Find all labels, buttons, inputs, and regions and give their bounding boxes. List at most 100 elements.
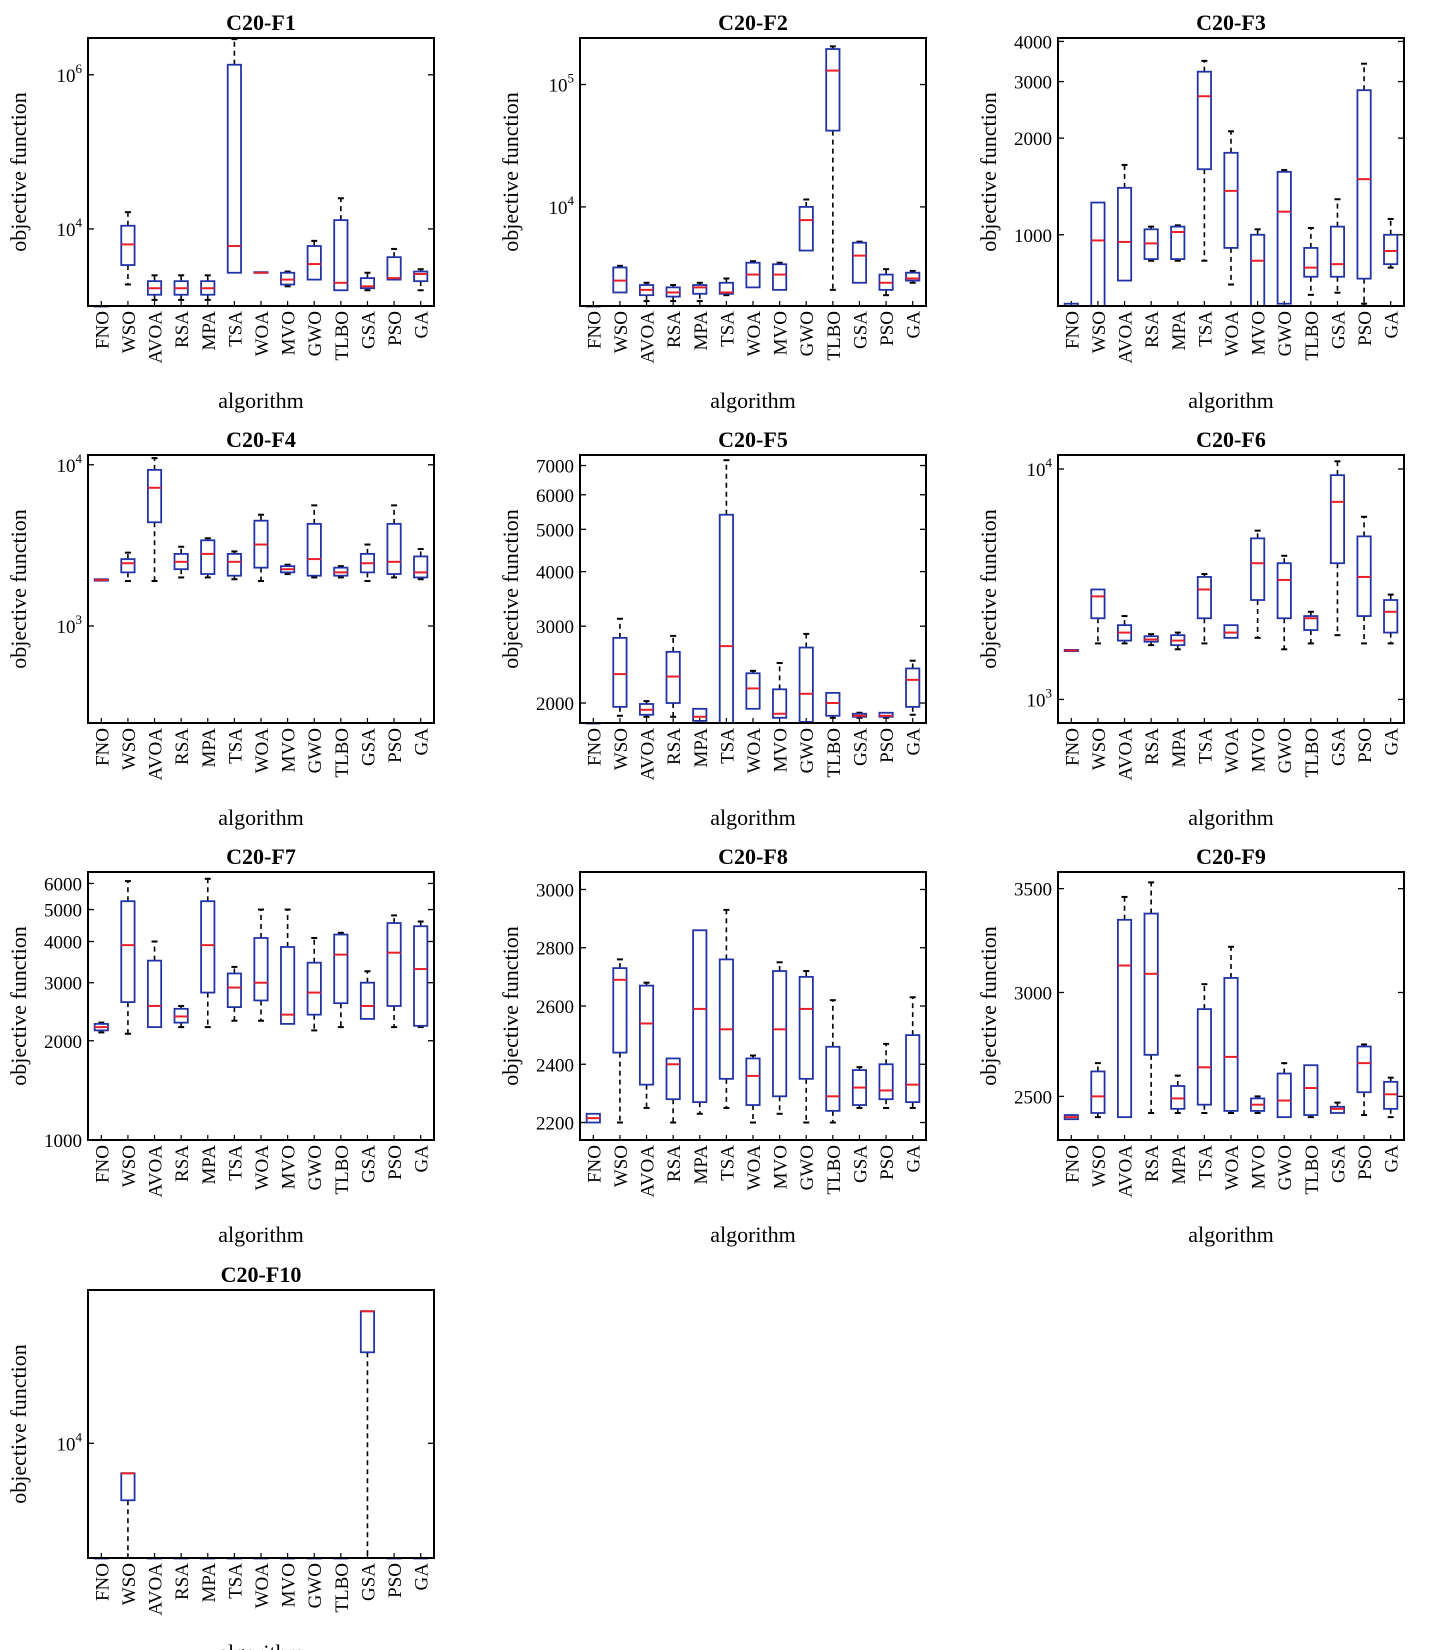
box-PSO <box>878 711 894 719</box>
x-axis-label: algorithm <box>710 805 796 830</box>
x-axis-label: algorithm <box>218 1222 304 1247</box>
x-tick-label: PSO <box>1355 311 1376 346</box>
box-iqr <box>226 552 242 577</box>
box-WOA <box>253 908 269 1022</box>
box-WSO <box>612 958 628 1124</box>
box-iqr <box>1170 1085 1186 1110</box>
box-iqr <box>120 1472 136 1502</box>
box-AVOA <box>146 457 163 583</box>
box-iqr <box>612 636 628 708</box>
x-tick-label: GWO <box>1275 728 1296 773</box>
box-GA <box>1383 593 1399 645</box>
x-tick-label: WOA <box>252 311 273 357</box>
box-MVO <box>772 662 788 719</box>
y-tick-exponent: 4 <box>76 215 83 230</box>
box-GSA <box>1329 460 1346 637</box>
box-MVO <box>280 908 296 1025</box>
plot-frame <box>87 454 435 724</box>
x-tick-label: GWO <box>305 1145 326 1190</box>
y-tick-label: 3000 <box>1014 73 1052 94</box>
x-tick-label: PSO <box>877 728 898 763</box>
x-tick-label: TLBO <box>332 728 353 778</box>
box-GA <box>1383 217 1399 269</box>
chart-panel-7: C20-F7 objective function algorithm 1000 200… <box>6 844 435 1247</box>
x-tick-label: FNO <box>584 728 605 766</box>
y-tick-label: 3000 <box>44 974 82 995</box>
y-tick-base: 10 <box>549 198 568 219</box>
box-iqr <box>718 513 734 724</box>
y-tick-base: 10 <box>1027 460 1046 481</box>
x-tick-label: MVO <box>771 311 792 355</box>
box-GA <box>413 268 429 292</box>
y-tick-base: 10 <box>549 76 568 97</box>
x-tick-label: GA <box>412 311 433 339</box>
x-tick-label: FNO <box>92 1145 113 1183</box>
y-axis-label: objective function <box>976 92 1001 251</box>
x-tick-label: WSO <box>611 311 632 353</box>
box-TLBO <box>825 691 841 719</box>
box-GSA <box>1329 198 1346 294</box>
y-tick-label: 2500 <box>1014 1087 1052 1108</box>
x-tick-label: WOA <box>252 1563 273 1609</box>
box-iqr <box>718 958 734 1080</box>
x-tick-label: GWO <box>305 1563 326 1608</box>
x-tick-label: MVO <box>279 728 300 772</box>
box-iqr <box>825 691 841 717</box>
box-iqr <box>120 558 136 574</box>
box-GSA <box>851 711 868 719</box>
box-iqr <box>1196 576 1212 620</box>
box-WOA <box>1223 130 1239 286</box>
box-TLBO <box>333 565 349 579</box>
y-tick-exponent: 4 <box>1046 455 1053 470</box>
x-tick-label: TSA <box>1195 311 1216 347</box>
box-GA <box>413 548 429 581</box>
box-TLBO <box>1303 610 1319 645</box>
chart-panel-3: C20-F3 objective function algorithm 1000 200… <box>976 10 1405 413</box>
plot-frame <box>579 454 927 724</box>
box-iqr <box>1223 151 1239 249</box>
x-tick-label: GA <box>412 1563 433 1591</box>
chart-title: C20-F9 <box>1196 844 1266 869</box>
box-RSA <box>173 1004 189 1029</box>
box-iqr <box>146 959 163 1029</box>
box-iqr <box>1090 1070 1106 1114</box>
x-tick-label: TLBO <box>1302 728 1323 778</box>
x-tick-label: MPA <box>691 1145 712 1185</box>
box-WOA <box>253 271 269 274</box>
x-tick-label: RSA <box>664 1145 685 1182</box>
x-axis-label: algorithm <box>1188 805 1274 830</box>
box-iqr <box>280 946 296 1025</box>
box-WOA <box>253 513 269 583</box>
y-tick-label: 3000 <box>536 617 574 638</box>
box-PSO <box>386 504 402 579</box>
box-iqr <box>306 961 322 1016</box>
y-tick-base: 10 <box>57 456 76 477</box>
box-iqr <box>333 933 349 1005</box>
box-iqr <box>798 646 814 723</box>
box-iqr <box>413 555 429 579</box>
x-tick-label: WOA <box>744 311 765 357</box>
x-tick-label: GSA <box>1328 1145 1349 1183</box>
box-iqr <box>1383 599 1399 634</box>
y-axis-label: objective function <box>976 926 1001 1085</box>
x-tick-label: GWO <box>797 728 818 773</box>
box-iqr <box>1090 201 1106 307</box>
x-tick-label: MPA <box>1169 1145 1190 1185</box>
box-AVOA <box>638 981 655 1109</box>
y-tick-exponent: 4 <box>76 1429 83 1444</box>
box-TSA <box>1196 59 1212 262</box>
plot-frame <box>579 37 927 307</box>
x-tick-label: WOA <box>744 728 765 774</box>
x-tick-label: MVO <box>1249 1145 1270 1189</box>
y-axis-label: objective function <box>498 926 523 1085</box>
box-iqr <box>825 48 841 132</box>
box-iqr <box>718 281 734 295</box>
box-WSO <box>1090 1062 1106 1119</box>
x-tick-label: GWO <box>797 1145 818 1190</box>
box-iqr <box>1329 474 1346 565</box>
x-tick-label: RSA <box>664 728 685 765</box>
box-FNO <box>93 578 109 582</box>
plot-frame <box>1057 454 1405 724</box>
y-tick-label: 6000 <box>44 874 82 895</box>
